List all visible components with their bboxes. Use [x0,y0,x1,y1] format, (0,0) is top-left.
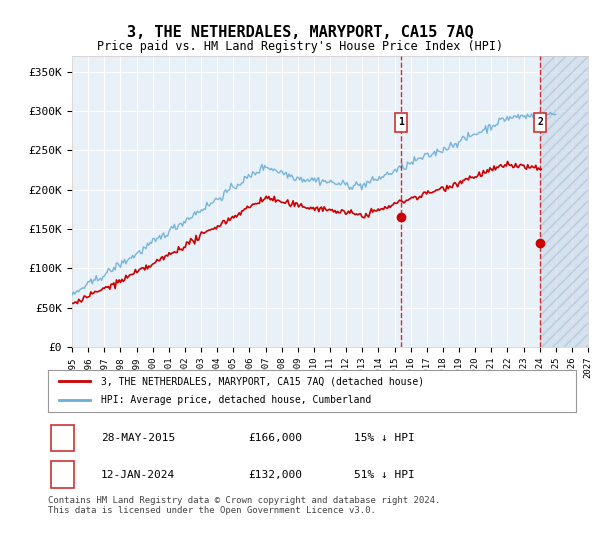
FancyBboxPatch shape [395,113,407,132]
Text: Price paid vs. HM Land Registry's House Price Index (HPI): Price paid vs. HM Land Registry's House … [97,40,503,53]
Text: Contains HM Land Registry data © Crown copyright and database right 2024.
This d: Contains HM Land Registry data © Crown c… [48,496,440,515]
Text: £166,000: £166,000 [248,433,302,443]
FancyBboxPatch shape [50,461,74,488]
Text: 12-JAN-2024: 12-JAN-2024 [101,470,175,479]
Text: 1: 1 [59,433,65,443]
Text: HPI: Average price, detached house, Cumberland: HPI: Average price, detached house, Cumb… [101,395,371,405]
Text: 28-MAY-2015: 28-MAY-2015 [101,433,175,443]
Text: 3, THE NETHERDALES, MARYPORT, CA15 7AQ (detached house): 3, THE NETHERDALES, MARYPORT, CA15 7AQ (… [101,376,424,386]
FancyBboxPatch shape [534,113,547,132]
Text: 3, THE NETHERDALES, MARYPORT, CA15 7AQ: 3, THE NETHERDALES, MARYPORT, CA15 7AQ [127,25,473,40]
FancyBboxPatch shape [50,425,74,451]
Text: 2: 2 [59,470,65,479]
Text: £132,000: £132,000 [248,470,302,479]
Text: 2: 2 [538,117,543,127]
Bar [540,56,588,347]
Text: 1: 1 [398,117,404,127]
Text: 15% ↓ HPI: 15% ↓ HPI [354,433,415,443]
Text: 51% ↓ HPI: 51% ↓ HPI [354,470,415,479]
